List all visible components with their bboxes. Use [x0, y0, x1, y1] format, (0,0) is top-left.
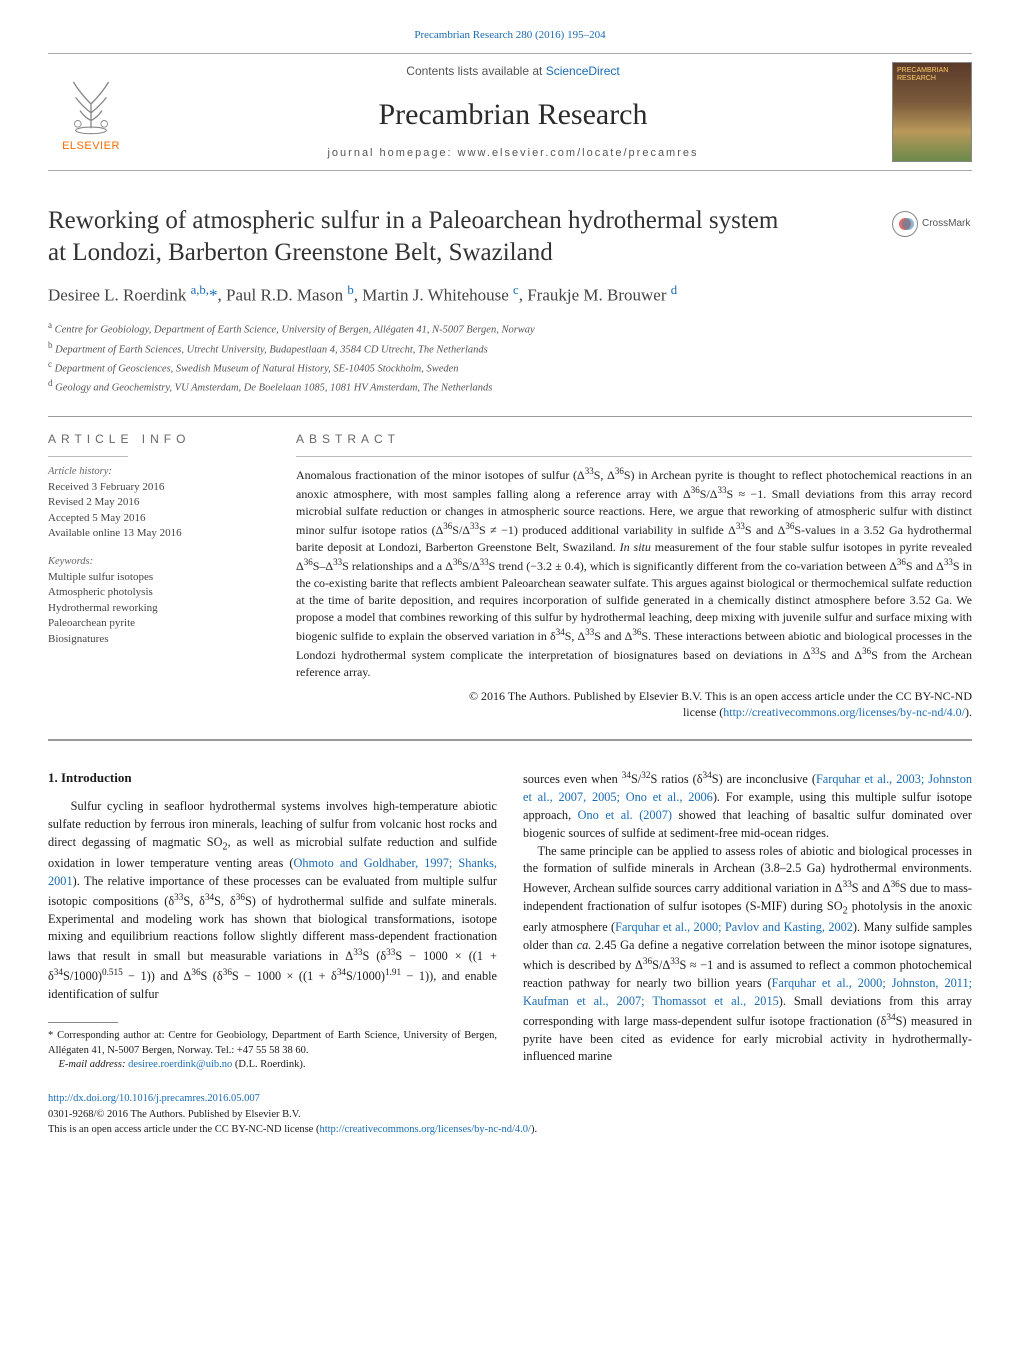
- column-right: sources even when 34S/32S ratios (δ34S) …: [523, 769, 972, 1073]
- history-item: Received 3 February 2016: [48, 480, 264, 495]
- contents-available-line: Contents lists available at ScienceDirec…: [134, 63, 892, 80]
- license-link[interactable]: http://creativecommons.org/licenses/by-n…: [723, 705, 965, 719]
- affiliation-line: d Geology and Geochemistry, VU Amsterdam…: [48, 377, 972, 396]
- intro-heading: 1. Introduction: [48, 769, 497, 788]
- affiliation-line: b Department of Earth Sciences, Utrecht …: [48, 339, 972, 358]
- history-label: Article history:: [48, 465, 264, 480]
- affiliation-line: c Department of Geosciences, Swedish Mus…: [48, 358, 972, 377]
- journal-cover-thumbnail: PRECAMBRIAN RESEARCH: [892, 62, 972, 162]
- footnote-rule: [48, 1022, 118, 1023]
- column-left: 1. Introduction Sulfur cycling in seaflo…: [48, 769, 497, 1073]
- abstract-text: Anomalous fractionation of the minor iso…: [296, 465, 972, 681]
- keyword-item: Paleoarchean pyrite: [48, 616, 264, 631]
- oa-license-link[interactable]: http://creativecommons.org/licenses/by-n…: [319, 1124, 531, 1135]
- article-info-heading: ARTICLE INFO: [48, 431, 264, 448]
- author-list: Desiree L. Roerdink a,b,*, Paul R.D. Mas…: [48, 282, 972, 307]
- crossmark-icon: [892, 211, 918, 237]
- journal-cover-title: PRECAMBRIAN RESEARCH: [897, 67, 967, 82]
- citation-header: Precambrian Research 280 (2016) 195–204: [48, 28, 972, 43]
- sciencedirect-link[interactable]: ScienceDirect: [546, 64, 620, 78]
- section-divider: [48, 740, 972, 741]
- issn-copyright: 0301-9268/© 2016 The Authors. Published …: [48, 1107, 972, 1123]
- corresponding-author-footnote: * Corresponding author at: Centre for Ge…: [48, 1029, 497, 1073]
- keywords-label: Keywords:: [48, 555, 264, 570]
- body-two-column: 1. Introduction Sulfur cycling in seaflo…: [48, 769, 972, 1073]
- keyword-item: Hydrothermal reworking: [48, 601, 264, 616]
- keyword-item: Multiple sulfur isotopes: [48, 570, 264, 585]
- page-footer: http://dx.doi.org/10.1016/j.precamres.20…: [48, 1091, 972, 1138]
- abstract-panel: ABSTRACT Anomalous fractionation of the …: [278, 417, 972, 739]
- masthead: ELSEVIER Contents lists available at Sci…: [48, 53, 972, 171]
- elsevier-logo: ELSEVIER: [48, 71, 134, 154]
- affiliations: a Centre for Geobiology, Department of E…: [48, 319, 972, 396]
- history-item: Available online 13 May 2016: [48, 526, 264, 541]
- article-info-panel: ARTICLE INFO Article history: Received 3…: [48, 417, 278, 739]
- elsevier-tree-icon: [58, 71, 124, 137]
- oa-statement: This is an open access article under the…: [48, 1124, 319, 1135]
- crossmark-label: CrossMark: [922, 217, 970, 231]
- affiliation-line: a Centre for Geobiology, Department of E…: [48, 319, 972, 338]
- article-title: Reworking of atmospheric sulfur in a Pal…: [48, 205, 882, 268]
- info-subrule: [48, 456, 128, 457]
- abstract-heading: ABSTRACT: [296, 431, 972, 448]
- history-item: Accepted 5 May 2016: [48, 511, 264, 526]
- keyword-item: Biosignatures: [48, 632, 264, 647]
- abstract-license: © 2016 The Authors. Published by Elsevie…: [296, 688, 972, 722]
- elsevier-wordmark: ELSEVIER: [62, 139, 120, 154]
- journal-name: Precambrian Research: [134, 94, 892, 136]
- abstract-subrule: [296, 456, 972, 457]
- doi-link[interactable]: http://dx.doi.org/10.1016/j.precamres.20…: [48, 1093, 260, 1104]
- intro-paragraph: Sulfur cycling in seafloor hydrothermal …: [48, 798, 497, 1004]
- crossmark-badge[interactable]: CrossMark: [892, 211, 972, 237]
- keyword-item: Atmospheric photolysis: [48, 585, 264, 600]
- history-item: Revised 2 May 2016: [48, 495, 264, 510]
- journal-homepage-line[interactable]: journal homepage: www.elsevier.com/locat…: [134, 146, 892, 161]
- intro-paragraph-cont: sources even when 34S/32S ratios (δ34S) …: [523, 769, 972, 1066]
